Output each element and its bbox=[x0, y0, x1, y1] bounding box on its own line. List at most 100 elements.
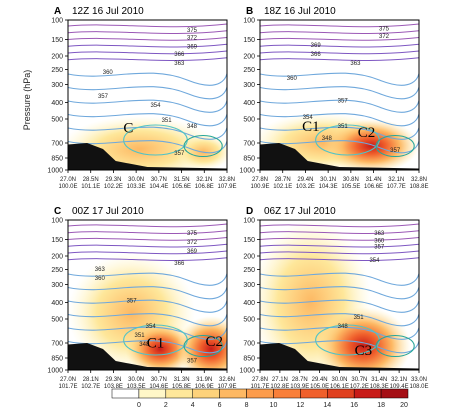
theta-contour bbox=[68, 50, 227, 55]
theta-contour bbox=[68, 250, 227, 255]
contour-label: 375 bbox=[379, 27, 390, 33]
y-tick-label: 1000 bbox=[47, 168, 63, 175]
panel-letter: A bbox=[54, 6, 61, 17]
y-tick-label: 850 bbox=[51, 156, 63, 163]
x-tick-label: 32.1N bbox=[196, 177, 212, 183]
y-tick-label: 250 bbox=[243, 67, 255, 74]
theta-contour bbox=[68, 272, 227, 286]
x-tick-label: 32.1N bbox=[388, 177, 404, 183]
contour-label: 363 bbox=[95, 267, 106, 273]
x-tick-label: 27.1N bbox=[272, 377, 288, 383]
x-tick-label: 30.0N bbox=[128, 177, 144, 183]
colorbar-swatch bbox=[219, 388, 247, 399]
theta-contour bbox=[183, 134, 223, 158]
contour-label: 363 bbox=[350, 61, 361, 67]
contour-label: 351 bbox=[162, 118, 173, 124]
y-tick-label: 150 bbox=[51, 237, 63, 244]
x-tick-label: 107.7E bbox=[387, 184, 406, 190]
theta-contour bbox=[68, 340, 227, 354]
colorbar-tick-label: 20 bbox=[400, 402, 408, 409]
theta-contour bbox=[260, 99, 419, 113]
colorbar-tick-label: 2 bbox=[164, 402, 168, 409]
x-tick-label: 104.3E bbox=[319, 184, 338, 190]
y-tick-label: 400 bbox=[51, 100, 63, 107]
contour-label: 357 bbox=[127, 299, 138, 305]
x-tick-label: 28.5N bbox=[83, 177, 99, 183]
contour-label: 357 bbox=[174, 151, 185, 157]
y-tick-label: 700 bbox=[51, 341, 63, 348]
theta-contour bbox=[68, 30, 227, 35]
y-tick-label: 850 bbox=[243, 156, 255, 163]
theta-contour bbox=[260, 243, 419, 248]
x-tick-label: 27.0N bbox=[60, 377, 76, 383]
colorbar-swatch bbox=[246, 388, 274, 399]
contour-label: 360 bbox=[95, 276, 106, 282]
panel-title: 00Z 17 Jul 2010 bbox=[72, 206, 144, 217]
panel-frame bbox=[67, 19, 228, 171]
theta-contour bbox=[68, 23, 227, 28]
contour-label: 369 bbox=[311, 43, 322, 49]
contour-label: 375 bbox=[187, 231, 198, 237]
x-tick-label: 100.0E bbox=[58, 184, 77, 190]
x-tick-label: 33.0N bbox=[411, 377, 427, 383]
contour-label: 354 bbox=[303, 115, 314, 121]
y-tick-label: 400 bbox=[243, 100, 255, 107]
theta-contour bbox=[260, 57, 419, 62]
y-tick-label: 200 bbox=[51, 254, 63, 261]
theta-contour bbox=[260, 43, 419, 48]
contour-label: 357 bbox=[374, 245, 385, 251]
y-tick-label: 1000 bbox=[239, 168, 255, 175]
contour-label: 351 bbox=[135, 333, 146, 339]
contour-label: 357 bbox=[187, 359, 198, 365]
contour-label: 360 bbox=[374, 239, 385, 245]
x-tick-label: 108.8E bbox=[409, 184, 428, 190]
y-tick-label: 1000 bbox=[239, 368, 255, 375]
x-tick-label: 106.9E bbox=[195, 384, 214, 390]
x-tick-label: 31.3N bbox=[174, 377, 190, 383]
x-tick-label: 32.1N bbox=[391, 377, 407, 383]
x-tick-label: 28.1N bbox=[83, 377, 99, 383]
contour-label: 372 bbox=[379, 34, 390, 40]
x-tick-label: 108.3E bbox=[370, 384, 389, 390]
x-tick-label: 103.8E bbox=[104, 384, 123, 390]
y-tick-label: 850 bbox=[243, 356, 255, 363]
y-tick-label: 500 bbox=[51, 317, 63, 324]
system-marker: C1 bbox=[302, 119, 320, 135]
y-tick-label: 250 bbox=[243, 267, 255, 274]
theta-contour bbox=[68, 313, 227, 327]
theta-contour bbox=[260, 86, 419, 100]
colorbar-swatch bbox=[380, 388, 409, 399]
x-tick-label: 107.2E bbox=[350, 384, 369, 390]
colorbar-swatch bbox=[165, 388, 193, 399]
y-tick-label: 1000 bbox=[47, 368, 63, 375]
colorbar-swatch bbox=[300, 388, 328, 399]
contour-label: 354 bbox=[369, 258, 380, 264]
theta-contour bbox=[68, 86, 227, 100]
x-tick-label: 32.8N bbox=[219, 177, 235, 183]
y-tick-label: 100 bbox=[51, 218, 63, 225]
panel-title: 06Z 17 Jul 2010 bbox=[264, 206, 336, 217]
theta-contour bbox=[68, 37, 227, 41]
theta-contour bbox=[183, 334, 223, 358]
x-tick-label: 28.7N bbox=[275, 177, 291, 183]
contour-label: 354 bbox=[150, 103, 161, 109]
panel-title: 18Z 16 Jul 2010 bbox=[264, 6, 336, 17]
x-tick-label: 104.6E bbox=[149, 384, 168, 390]
contour-label: 348 bbox=[322, 136, 333, 142]
x-tick-label: 109.4E bbox=[390, 384, 409, 390]
contour-label: 372 bbox=[187, 240, 198, 246]
contour-label: 366 bbox=[174, 52, 185, 58]
theta-contour bbox=[68, 57, 227, 62]
theta-contour bbox=[260, 50, 419, 55]
theta-contour bbox=[260, 113, 419, 127]
colorbar-tick-label: 0 bbox=[137, 402, 141, 409]
theta-contour bbox=[68, 43, 227, 48]
x-tick-label: 30.7N bbox=[151, 177, 167, 183]
system-marker: C1 bbox=[147, 336, 165, 352]
theta-contour bbox=[68, 257, 227, 262]
colorbar-tick-label: 10 bbox=[270, 402, 278, 409]
panel-title: 12Z 16 Jul 2010 bbox=[72, 6, 144, 17]
y-tick-label: 100 bbox=[51, 18, 63, 25]
y-tick-label: 300 bbox=[243, 82, 255, 89]
